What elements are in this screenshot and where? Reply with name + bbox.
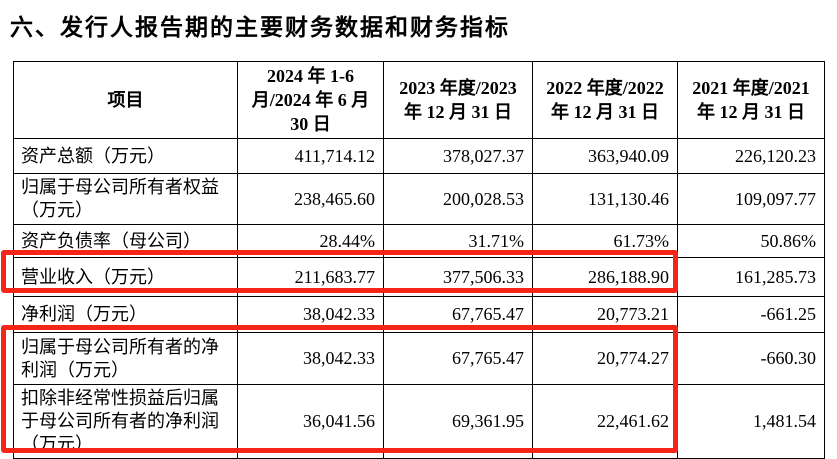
row-label: 资产总额（万元）: [13, 138, 238, 174]
cell-value: 31.71%: [383, 224, 533, 258]
row-label: 资产负债率（母公司）: [13, 224, 238, 258]
cell-value: -661.25: [677, 296, 825, 333]
cell-value: 377,506.33: [383, 257, 533, 297]
header-period-2024h1: 2024 年 1-6 月/2024 年 6 月 30 日: [237, 61, 384, 139]
cell-value: 411,714.12: [237, 138, 384, 174]
table-row-net-profit: 净利润（万元） 38,042.33 67,765.47 20,773.21 -6…: [13, 296, 825, 333]
row-label: 扣除非经常性损益后归属于母公司所有者的净利润（万元）: [13, 384, 238, 459]
header-period-2023: 2023 年度/2023 年 12 月 31 日: [383, 61, 533, 139]
header-period-2021: 2021 年度/2021 年 12 月 31 日: [677, 61, 825, 139]
cell-value: 36,041.56: [237, 384, 384, 459]
table-row-operating-revenue: 营业收入（万元） 211,683.77 377,506.33 286,188.9…: [13, 257, 825, 297]
table-header: 项目 2024 年 1-6 月/2024 年 6 月 30 日 2023 年度/…: [13, 61, 825, 139]
table-row-parent-net-profit: 归属于母公司所有者的净利润（万元） 38,042.33 67,765.47 20…: [13, 332, 825, 385]
page-title: 六、发行人报告期的主要财务数据和财务指标: [10, 14, 510, 40]
cell-value: 61.73%: [532, 224, 678, 258]
cell-value: -660.30: [677, 332, 825, 385]
cell-value: 69,361.95: [383, 384, 533, 459]
header-row: 项目 2024 年 1-6 月/2024 年 6 月 30 日 2023 年度/…: [13, 61, 825, 139]
row-label: 归属于母公司所有者的净利润（万元）: [13, 332, 238, 385]
financial-data-table: 项目 2024 年 1-6 月/2024 年 6 月 30 日 2023 年度/…: [13, 61, 825, 459]
cell-value: 20,773.21: [532, 296, 678, 333]
table-row-deducted-net-profit: 扣除非经常性损益后归属于母公司所有者的净利润（万元） 36,041.56 69,…: [13, 384, 825, 459]
cell-value: 238,465.60: [237, 173, 384, 225]
cell-value: 109,097.77: [677, 173, 825, 225]
cell-value: 200,028.53: [383, 173, 533, 225]
cell-value: 211,683.77: [237, 257, 384, 297]
cell-value: 22,461.62: [532, 384, 678, 459]
table-row-total-assets: 资产总额（万元） 411,714.12 378,027.37 363,940.0…: [13, 138, 825, 174]
cell-value: 67,765.47: [383, 296, 533, 333]
cell-value: 38,042.33: [237, 296, 384, 333]
table-row-debt-ratio: 资产负债率（母公司） 28.44% 31.71% 61.73% 50.86%: [13, 224, 825, 258]
cell-value: 67,765.47: [383, 332, 533, 385]
cell-value: 28.44%: [237, 224, 384, 258]
cell-value: 1,481.54: [677, 384, 825, 459]
row-label: 营业收入（万元）: [13, 257, 238, 297]
cell-value: 161,285.73: [677, 257, 825, 297]
row-label: 归属于母公司所有者权益（万元）: [13, 173, 238, 225]
row-label: 净利润（万元）: [13, 296, 238, 333]
cell-value: 286,188.90: [532, 257, 678, 297]
cell-value: 363,940.09: [532, 138, 678, 174]
header-item-column: 项目: [13, 61, 238, 139]
header-period-2022: 2022 年度/2022 年 12 月 31 日: [532, 61, 678, 139]
table-row-parent-equity: 归属于母公司所有者权益（万元） 238,465.60 200,028.53 13…: [13, 173, 825, 225]
cell-value: 131,130.46: [532, 173, 678, 225]
cell-value: 20,774.27: [532, 332, 678, 385]
cell-value: 38,042.33: [237, 332, 384, 385]
cell-value: 378,027.37: [383, 138, 533, 174]
cell-value: 50.86%: [677, 224, 825, 258]
cell-value: 226,120.23: [677, 138, 825, 174]
